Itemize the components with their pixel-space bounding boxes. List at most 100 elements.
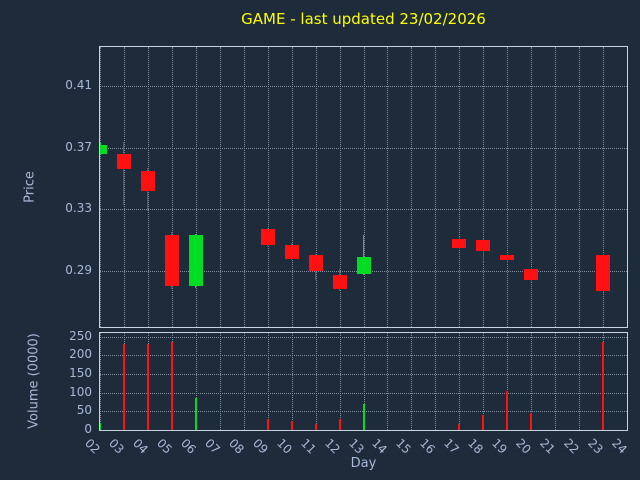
volume-tick-label: 150: [69, 366, 92, 381]
gridline-v: [100, 47, 101, 327]
gridline-v: [268, 333, 269, 430]
volume-bar: [314, 424, 317, 430]
price-tick-label: 0.33: [65, 201, 92, 216]
gridline-v: [340, 333, 341, 430]
volume-bar: [338, 418, 341, 430]
gridline-v: [340, 47, 341, 327]
x-tick-label: 03: [106, 436, 127, 457]
x-tick-label: 20: [513, 436, 534, 457]
gridline-v: [220, 333, 221, 430]
candle-body: [164, 235, 179, 287]
x-tick-label: 04: [130, 436, 151, 457]
x-tick-label: 13: [345, 436, 367, 457]
price-tick-label: 0.29: [65, 262, 92, 277]
gridline-v: [364, 333, 365, 430]
candle-body: [188, 235, 203, 287]
x-tick-label: 12: [321, 436, 343, 457]
x-tick-label: 07: [201, 436, 223, 457]
gridline-v: [387, 47, 388, 327]
volume-tick-label: 50: [76, 403, 92, 418]
x-tick-label: 05: [153, 436, 175, 457]
gridline-v: [316, 47, 317, 327]
gridline-v: [124, 47, 125, 327]
candle-wick: [363, 235, 364, 276]
gridline-v: [507, 47, 508, 327]
volume-tick-label: 100: [69, 384, 92, 399]
volume-bar: [194, 398, 197, 430]
candle-body: [356, 257, 371, 274]
chart-title: GAME - last updated 23/02/2026: [241, 10, 486, 28]
x-tick-label: 15: [393, 436, 415, 457]
gridline-h: [100, 148, 627, 149]
x-tick-label: 06: [177, 436, 199, 457]
gridline-v: [435, 333, 436, 430]
x-tick-label: 09: [249, 436, 271, 457]
gridline-v: [364, 47, 365, 327]
candle-body: [116, 153, 131, 170]
gridline-v: [627, 47, 628, 327]
gridline-v: [387, 333, 388, 430]
gridline-v: [411, 333, 412, 430]
candle-body: [476, 240, 491, 251]
gridline-v: [627, 333, 628, 430]
candle-body: [332, 275, 347, 290]
gridline-v: [459, 47, 460, 327]
candle-body: [308, 255, 323, 271]
volume-tick-label: 250: [69, 328, 92, 343]
gridline-v: [459, 333, 460, 430]
gridline-h: [100, 86, 627, 87]
candle-body: [140, 170, 155, 191]
candle-body: [284, 244, 299, 259]
x-tick-label: 16: [417, 436, 439, 457]
x-tick-label: 18: [465, 436, 487, 457]
x-tick-label: 02: [82, 436, 103, 457]
gridline-v: [579, 47, 580, 327]
gridline-v: [220, 47, 221, 327]
x-tick-label: 14: [369, 436, 391, 457]
gridline-v: [244, 47, 245, 327]
x-tick-label: 22: [561, 436, 582, 457]
gridline-v: [483, 333, 484, 430]
gridline-h: [100, 209, 627, 210]
volume-bar: [506, 390, 509, 430]
x-tick-label: 24: [609, 436, 630, 457]
volume-tick-label: 0: [84, 422, 92, 436]
candle-body: [260, 229, 275, 245]
candle-body: [524, 269, 539, 281]
x-axis-label: Day: [350, 456, 377, 471]
price-panel: [99, 46, 628, 328]
gridline-v: [531, 333, 532, 430]
gridline-v: [172, 47, 173, 327]
gridline-v: [292, 333, 293, 430]
gridline-v: [292, 47, 293, 327]
gridline-v: [411, 47, 412, 327]
volume-tick-label: 200: [69, 347, 92, 362]
gridline-v: [603, 47, 604, 327]
x-tick-label: 19: [489, 436, 511, 457]
volume-bar: [458, 424, 461, 430]
x-tick-label: 08: [225, 436, 247, 457]
gridline-v: [268, 47, 269, 327]
gridline-v: [100, 333, 101, 430]
gridline-v: [579, 333, 580, 430]
candle-body: [596, 255, 611, 291]
gridline-v: [435, 47, 436, 327]
candle-body: [500, 255, 515, 261]
x-tick-label: 11: [297, 436, 319, 457]
x-tick-label: 23: [585, 436, 606, 457]
x-tick-label: 21: [537, 436, 558, 457]
candle-body: [452, 238, 467, 248]
gridline-v: [316, 333, 317, 430]
gridline-v: [244, 333, 245, 430]
price-tick-label: 0.37: [65, 139, 92, 154]
candle-body: [100, 144, 107, 154]
volume-bar: [602, 342, 605, 430]
gridline-v: [483, 47, 484, 327]
volume-bar: [362, 403, 365, 430]
x-tick-label: 10: [273, 436, 295, 457]
volume-bar: [170, 342, 173, 430]
price-tick-label: 0.41: [65, 78, 92, 93]
gridline-v: [555, 333, 556, 430]
gridline-h: [100, 374, 627, 375]
volume-bar: [122, 344, 125, 430]
